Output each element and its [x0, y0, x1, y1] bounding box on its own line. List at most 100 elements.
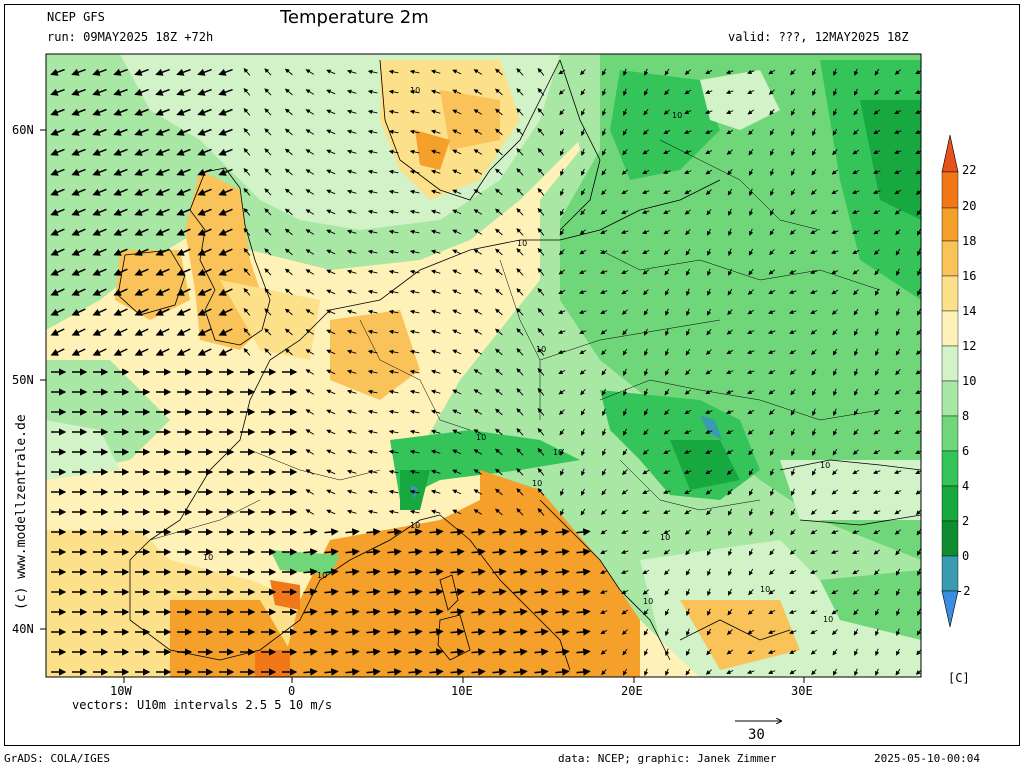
wind-vector — [176, 148, 191, 156]
wind-vector — [345, 528, 360, 536]
wind-vector — [895, 568, 901, 576]
wind-vector — [832, 388, 838, 397]
wind-vector — [893, 149, 902, 155]
wind-vector — [388, 269, 399, 275]
wind-vector — [874, 569, 880, 576]
wind-vector — [452, 189, 462, 195]
wind-vector — [789, 589, 797, 594]
wind-vector — [473, 129, 483, 135]
wind-vector — [558, 409, 565, 415]
wind-vector — [706, 588, 712, 597]
wind-vector — [473, 269, 483, 275]
wind-vector — [516, 328, 524, 336]
wind-vector — [749, 488, 754, 496]
wind-vector — [495, 408, 503, 416]
wind-vector — [810, 549, 818, 554]
wind-vector — [516, 168, 524, 176]
wind-vector — [748, 568, 754, 576]
wind-vector — [346, 329, 357, 334]
wind-vector — [388, 389, 399, 395]
wind-vector — [643, 348, 649, 356]
wind-vector — [558, 349, 566, 355]
wind-vector — [305, 469, 315, 475]
wind-vector — [726, 329, 733, 335]
wind-vector — [621, 609, 629, 615]
wind-vector — [537, 228, 545, 236]
wind-vector — [495, 168, 503, 176]
wind-vector — [243, 208, 251, 216]
wind-vector — [621, 269, 629, 274]
wind-vector — [642, 589, 649, 595]
wind-vector — [534, 528, 549, 536]
wind-vector — [388, 189, 399, 195]
wind-vector — [580, 148, 586, 157]
wind-vector — [579, 329, 587, 334]
wind-vector — [430, 69, 441, 74]
wind-vector — [471, 568, 486, 576]
wind-vector — [537, 368, 545, 376]
wind-vector — [663, 529, 671, 534]
wind-vector — [643, 609, 649, 616]
timestamp: 2025-05-10-00:04 — [874, 752, 980, 765]
wind-vector — [134, 188, 149, 196]
wind-vector — [662, 489, 671, 495]
wind-vector — [788, 289, 797, 295]
wind-vector — [810, 289, 818, 294]
wind-vector — [665, 368, 670, 376]
wind-vector — [810, 529, 818, 535]
wind-vector — [894, 209, 901, 215]
wind-vector — [516, 388, 524, 396]
wind-vector — [810, 309, 818, 314]
wind-vector — [663, 149, 671, 154]
wind-vector — [367, 69, 378, 75]
wind-vector — [684, 129, 692, 135]
wind-vector — [92, 168, 107, 176]
wind-vector — [264, 308, 272, 316]
wind-vector — [749, 168, 754, 176]
wind-vector — [155, 288, 170, 296]
wind-vector — [728, 528, 733, 536]
wind-vector — [537, 128, 545, 136]
wind-vector — [284, 288, 293, 296]
wind-vector — [706, 208, 712, 216]
wind-vector — [893, 449, 902, 455]
wind-vector — [581, 488, 586, 496]
wind-vector — [92, 88, 107, 96]
wind-vector — [71, 268, 86, 276]
wind-vector — [853, 609, 859, 616]
wind-vector — [853, 429, 859, 436]
wind-vector — [768, 409, 775, 416]
wind-vector — [134, 328, 149, 336]
wind-vector — [495, 328, 503, 336]
wind-vector — [473, 469, 483, 475]
wind-vector — [874, 288, 880, 296]
wind-vector — [684, 109, 692, 114]
wind-vector — [326, 149, 336, 155]
wind-vector — [71, 348, 86, 356]
wind-vector — [326, 369, 336, 375]
wind-vector — [915, 449, 921, 454]
wind-vector — [875, 368, 880, 376]
wind-vector — [832, 128, 838, 136]
wind-vector — [409, 269, 420, 275]
wind-vector — [643, 108, 649, 116]
wind-vector — [854, 328, 859, 336]
wind-vector — [218, 248, 233, 256]
wind-vector — [409, 69, 420, 75]
wind-vector — [346, 389, 357, 394]
wind-vector — [305, 89, 315, 95]
wind-vector — [642, 449, 649, 455]
wind-vector — [768, 349, 776, 355]
colorbar-unit: [C] — [948, 671, 970, 685]
wind-vector — [197, 128, 212, 136]
wind-vector — [492, 588, 507, 596]
wind-vector — [50, 128, 65, 136]
wind-vector — [388, 449, 399, 455]
wind-vector — [92, 188, 107, 196]
wind-vector — [830, 229, 839, 235]
wind-vector — [92, 148, 107, 156]
wind-vector — [789, 349, 797, 355]
wind-vector — [831, 309, 838, 315]
wind-vector — [791, 488, 796, 496]
wind-vector — [642, 469, 650, 475]
